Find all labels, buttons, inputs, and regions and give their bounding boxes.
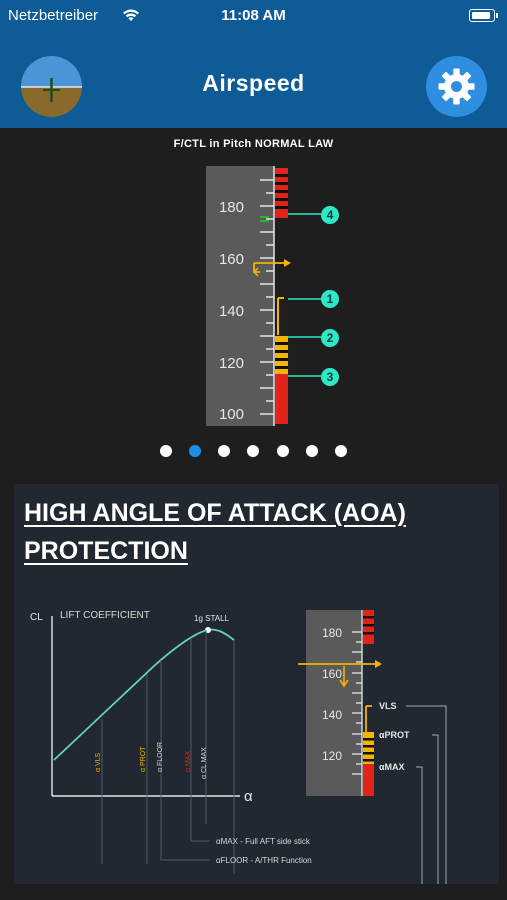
navigation-bar: Netzbetreiber 11:08 AM Airspeed [0, 0, 507, 128]
carrier-name: Netzbetreiber [8, 7, 99, 24]
alpha-floor-label: α FLOOR [157, 742, 164, 772]
lift-coefficient-label: LIFT COEFFICIENT [60, 610, 150, 621]
lift-coefficient-diagram: CL LIFT COEFFICIENT α 1g STALL α VLS α P… [30, 610, 447, 884]
alpha-vls-label: α VLS [95, 752, 102, 772]
mini-tape-alpha-prot: αPROT [379, 730, 410, 740]
mini-tape-vls: VLS [379, 701, 397, 711]
alpha-prot-band [275, 336, 288, 374]
pfd-caption: F/CTL in Pitch NORMAL LAW [173, 138, 334, 150]
page-dot-active[interactable] [189, 445, 201, 457]
lift-curve [53, 628, 235, 761]
callout-1: 1 [327, 292, 334, 306]
callout-2: 2 [327, 331, 334, 345]
page-dot[interactable] [218, 445, 230, 457]
speed-tape: 180 160 140 120 100 4 1 2 3 [206, 166, 339, 426]
page-dot[interactable] [247, 445, 259, 457]
mini-tape-label-180: 180 [322, 626, 342, 640]
alpha-max-label: α MAX [185, 751, 192, 772]
aoa-protection-panel: HIGH ANGLE OF ATTACK (AOA) PROTECTION CL… [14, 484, 499, 884]
tape-label-180: 180 [219, 199, 244, 216]
tape-label-160: 160 [219, 251, 244, 268]
stall-label: 1g STALL [194, 614, 230, 623]
clock: 11:08 AM [221, 7, 286, 24]
settings-button[interactable] [426, 56, 487, 117]
callout-4: 4 [327, 208, 334, 222]
tape-label-140: 140 [219, 303, 244, 320]
battery-icon [469, 9, 498, 22]
mini-tape-label-140: 140 [322, 708, 342, 722]
gear-icon [438, 68, 475, 105]
note-alpha-floor: αFLOOR - A/THR Function [216, 856, 312, 865]
page-dot[interactable] [160, 445, 172, 457]
status-bar: Netzbetreiber 11:08 AM [0, 0, 507, 34]
note-alpha-max: αMAX - Full AFT side stick [216, 837, 311, 846]
alpha-max-band [275, 374, 288, 424]
page-indicator [0, 443, 507, 459]
alpha-axis-label: α [244, 788, 253, 805]
mini-tape-label-160: 160 [322, 667, 342, 681]
section-title-line2: PROTECTION [24, 537, 188, 565]
mini-tape-label-120: 120 [322, 749, 342, 763]
tape-label-120: 120 [219, 355, 244, 372]
bottom-edge [0, 884, 507, 900]
alpha-cl-max-label: α CL MAX [201, 747, 208, 779]
alpha-prot-label: α PROT [140, 746, 147, 772]
page-dot[interactable] [277, 445, 289, 457]
tape-label-100: 100 [219, 406, 244, 423]
wifi-icon [123, 9, 139, 21]
callout-3: 3 [327, 370, 334, 384]
mini-speed-tape [306, 610, 362, 796]
page-dot[interactable] [335, 445, 347, 457]
section-title: HIGH ANGLE OF ATTACK (AOA) PROTECTION [24, 494, 444, 570]
page-dot[interactable] [306, 445, 318, 457]
cl-axis-label: CL [30, 612, 43, 623]
section-title-line1: HIGH ANGLE OF ATTACK (AOA) [24, 499, 406, 527]
page-title: Airspeed [202, 70, 305, 96]
mini-tape-alpha-max: αMAX [379, 762, 405, 772]
